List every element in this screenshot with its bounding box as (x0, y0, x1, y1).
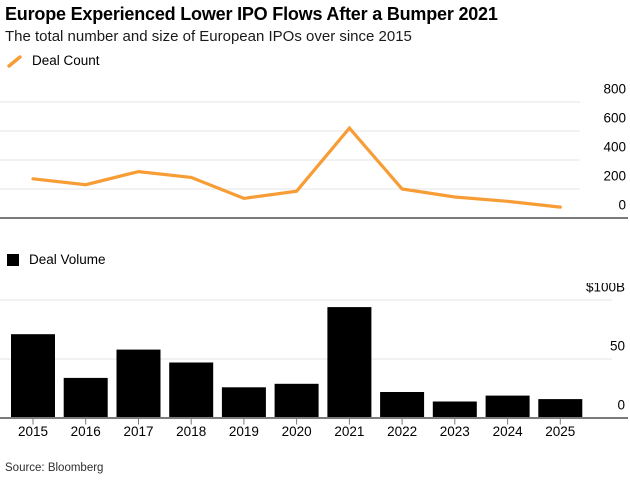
line-series-icon (7, 54, 22, 68)
bar-2025 (538, 399, 583, 418)
y-tick-label: 200 (603, 169, 626, 184)
bar-2018 (169, 362, 214, 418)
deal-count-line-chart: 0 200 400 600 800 (0, 82, 628, 219)
y-tick-label: 0 (618, 198, 626, 213)
x-tick-label: 2017 (123, 424, 153, 439)
deal-count-line (31, 125, 562, 209)
y-tick-label: 800 (603, 82, 626, 97)
source-credit: Source: Bloomberg (5, 462, 104, 474)
bar-2017 (116, 349, 161, 418)
x-tick-label: 2021 (334, 424, 364, 439)
x-tick-label: 2023 (440, 424, 470, 439)
bar-2022 (380, 392, 425, 418)
x-tick-label: 2024 (493, 424, 524, 439)
x-tick-label: 2022 (387, 424, 417, 439)
y-tick-label: 0 (617, 398, 625, 413)
legend-label-deal-count: Deal Count (32, 53, 100, 68)
page-title: Europe Experienced Lower IPO Flows After… (5, 4, 498, 24)
bar-2016 (63, 377, 108, 418)
bar-2015 (11, 334, 55, 418)
y-tick-label: 50 (610, 339, 625, 354)
legend-deal-volume: Deal Volume (7, 252, 106, 267)
page-subtitle: The total number and size of European IP… (5, 28, 412, 45)
x-tick-label: 2025 (545, 424, 575, 439)
deal-volume-bar-chart: 0 50 $100B 2015 2016 2017 2018 2019 2020 2021 2022… (0, 283, 628, 439)
x-tick-label: 2020 (282, 424, 312, 439)
x-tick-label: 2019 (229, 424, 259, 439)
x-tick-label: 2016 (71, 424, 101, 439)
legend-deal-count: Deal Count (7, 53, 100, 68)
bar-2023 (432, 401, 477, 418)
y-tick-label: 600 (603, 111, 626, 126)
legend-label-deal-volume: Deal Volume (29, 252, 106, 267)
bar-series-icon (7, 253, 19, 266)
bar-2020 (274, 383, 319, 418)
bar-2024 (485, 395, 530, 418)
x-tick-label: 2018 (176, 424, 206, 439)
y-tick-label: 400 (603, 140, 626, 155)
y-tick-label: $100B (586, 283, 625, 295)
bar-2019 (221, 387, 266, 418)
x-tick-label: 2015 (18, 424, 48, 439)
bar-2021 (327, 307, 372, 418)
